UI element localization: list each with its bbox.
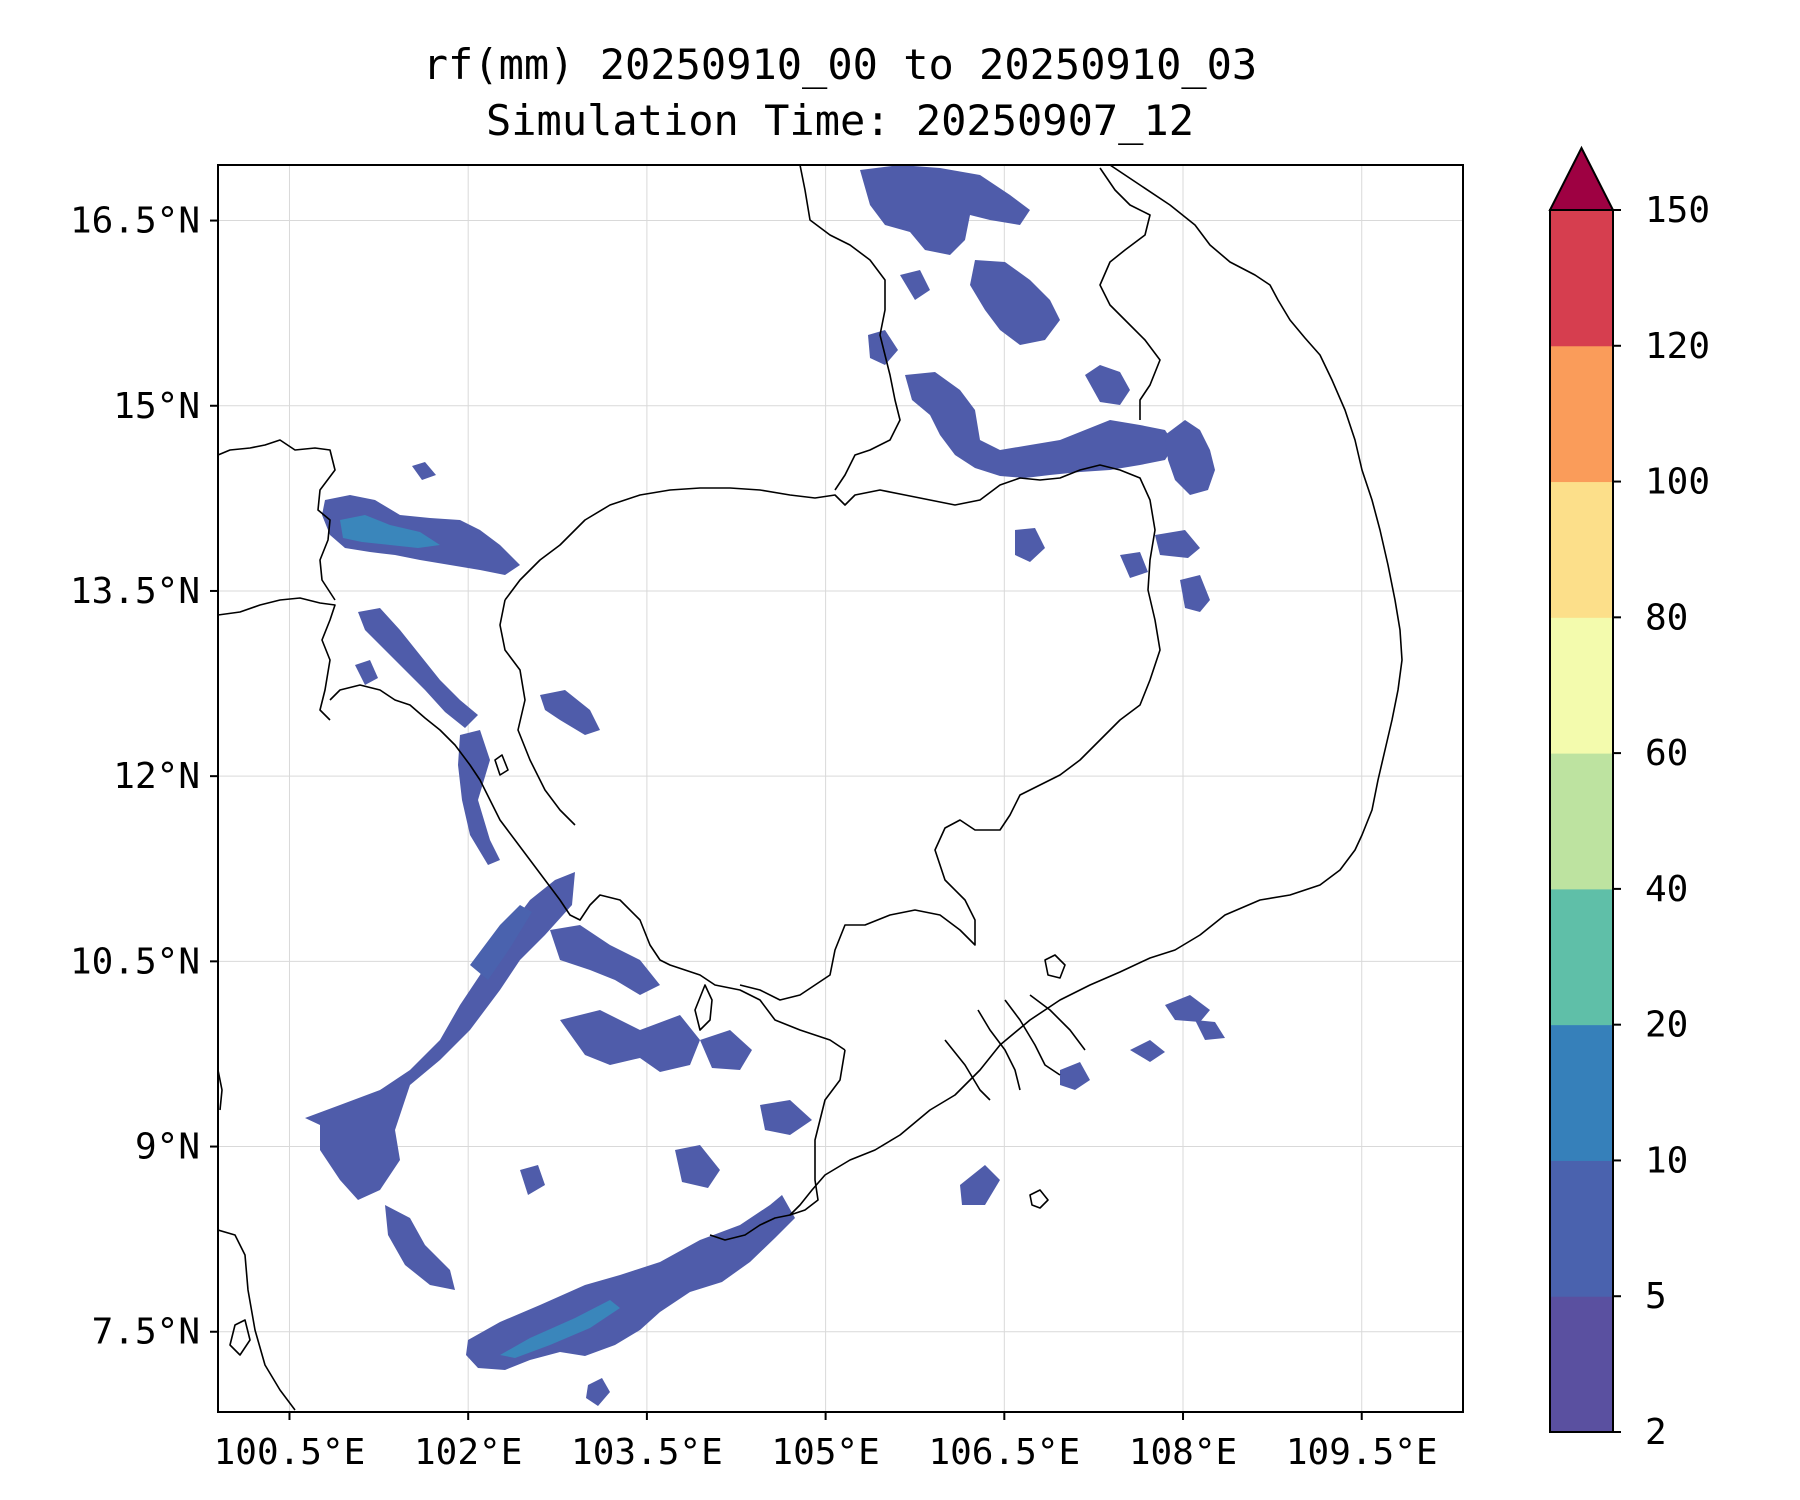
- rain-area-highlands-5: [1085, 365, 1130, 405]
- rain-area-coast-patch-9: [1130, 1040, 1165, 1062]
- coastlines-borders: [218, 165, 1403, 1411]
- colorbar-tick-label: 150: [1645, 190, 1710, 231]
- rain-area-west-lower: [385, 1205, 455, 1290]
- rain-area-coast-patch-5: [675, 1145, 720, 1188]
- rain-area-gulf-small: [586, 1378, 610, 1406]
- coastline-mekong-delta-3: [1029, 994, 1086, 1051]
- colorbar-segment: [1550, 345, 1613, 483]
- colorbar-frame: [1549, 209, 1614, 1433]
- border-thailand-cambodia: [499, 599, 576, 826]
- colorbar: 2 5 10 20 40 60 80 100 120 150: [1548, 145, 1710, 1453]
- coastline-mekong-delta-2: [1004, 999, 1061, 1076]
- y-tick-label: 15°N: [113, 386, 200, 427]
- colorbar-segment: [1550, 1296, 1613, 1433]
- rain-area-thai-coast-dot: [355, 660, 378, 685]
- colorbar-segment: [1550, 1024, 1613, 1161]
- colorbar-tick-label: 5: [1645, 1276, 1667, 1317]
- colorbar-tick-label: 80: [1645, 597, 1688, 638]
- rain-area-highlands-11: [900, 270, 930, 300]
- colorbar-segment: [1550, 617, 1613, 754]
- coastline-malay-inlet: [229, 1319, 251, 1356]
- y-tick-label: 10.5°N: [70, 941, 200, 982]
- rain-area-coast-patch-7: [960, 1165, 1000, 1205]
- colorbar-segment: [1550, 888, 1613, 1026]
- map-frame: [217, 164, 1464, 1413]
- coastline-east: [709, 165, 1403, 1241]
- rain-area-highlands-4: [1165, 420, 1215, 495]
- colorbar-extend-arrow: [1548, 145, 1615, 211]
- x-tick-label: 105°E: [771, 1432, 879, 1473]
- map-background: [218, 165, 1463, 1412]
- rain-area-northwest-small: [412, 462, 436, 480]
- colorbar-tick-label: 100: [1645, 462, 1710, 503]
- colorbar-segment: [1550, 210, 1613, 347]
- coastline-islands-3: [494, 754, 509, 776]
- rain-area-thai-coast: [358, 608, 478, 728]
- colorbar-segment: [1550, 1160, 1613, 1297]
- rain-area-highlands-1: [860, 165, 1030, 255]
- x-tick-label: 108°E: [1129, 1432, 1237, 1473]
- colorbar-tick-label: 120: [1645, 326, 1710, 367]
- x-tick-label: 103.5°E: [571, 1432, 723, 1473]
- x-tick-label: 100.5°E: [214, 1432, 366, 1473]
- x-tick-label: 102°E: [414, 1432, 522, 1473]
- y-tick-label: 7.5°N: [92, 1312, 200, 1353]
- rain-area-highlands-9: [1120, 552, 1148, 578]
- coastline-mekong-delta-4: [944, 1039, 991, 1101]
- border-laos-vietnam-east: [1099, 167, 1161, 420]
- colorbar-tick-label: 20: [1645, 1005, 1688, 1046]
- y-tick-label: 12°N: [113, 756, 200, 797]
- rain-area-highlands-2: [970, 260, 1060, 345]
- rain-area-highlands-7: [1155, 530, 1200, 558]
- colorbar-tick-label: 60: [1645, 733, 1688, 774]
- rain-area-west-band: [305, 872, 575, 1200]
- rain-area-thai-coast-small: [540, 690, 600, 735]
- coastline-malay: [218, 1229, 296, 1411]
- rain-area-gulf-band: [466, 1195, 795, 1370]
- rain-area-highlands-8: [1180, 575, 1210, 612]
- rain-area-coast-patch-3: [760, 1100, 812, 1135]
- rain-area-coast-patch-2: [550, 925, 660, 995]
- rain-area-coast-patch-8: [1060, 1062, 1090, 1090]
- coastline-phu-quoc: [694, 984, 713, 1031]
- rain-area-coast-patch-6: [520, 1165, 545, 1195]
- coastline-cambodia: [789, 1049, 846, 1216]
- border-cambodia-laos-thailand: [504, 464, 1161, 1001]
- title-line-1: rf(mm) 20250910_00 to 20250910_03: [423, 40, 1257, 89]
- x-tick-label: 109.5°E: [1286, 1432, 1438, 1473]
- border-laos-cambodia-west: [218, 439, 336, 601]
- coastline-mekong-delta-1: [977, 1009, 1021, 1091]
- rain-area-highlands-6: [1015, 528, 1045, 562]
- rainfall-fields: [305, 165, 1225, 1406]
- rain-area-west-core: [470, 905, 532, 980]
- rain-area-coast-patch-4: [700, 1030, 752, 1070]
- colorbar-tick-label: 2: [1645, 1412, 1667, 1453]
- rain-area-coast-patch-11: [1195, 1020, 1225, 1040]
- coastline-islands-2: [1029, 1189, 1049, 1209]
- y-tick-label: 16.5°N: [70, 201, 200, 242]
- rain-area-gulf-band-core: [500, 1300, 620, 1358]
- y-tick-label: 9°N: [135, 1127, 200, 1168]
- rain-area-northwest-core: [340, 515, 440, 548]
- map-gridlines: [218, 165, 1463, 1412]
- rain-area-highlands-3: [905, 372, 1175, 478]
- rain-area-coast-patch-1: [560, 1010, 700, 1072]
- coastline-thailand-west: [218, 597, 336, 721]
- colorbar-segment: [1550, 753, 1613, 890]
- title-line-2: Simulation Time: 20250907_12: [486, 96, 1194, 145]
- coastline-gulf-north: [329, 684, 846, 1051]
- x-tick-label: 106.5°E: [928, 1432, 1080, 1473]
- rain-area-coast-patch-10: [1165, 995, 1210, 1022]
- border-laos-vietnam: [799, 165, 901, 491]
- colorbar-tick-label: 10: [1645, 1140, 1688, 1181]
- coastline-islands: [1044, 954, 1066, 979]
- coastline-west-small: [218, 1069, 223, 1111]
- map-axis-ticks: 100.5°E 102°E 103.5°E 105°E 106.5°E 108°E 109.…: [70, 201, 1438, 1473]
- colorbar-segment: [1550, 481, 1613, 618]
- y-tick-label: 13.5°N: [70, 571, 200, 612]
- colorbar-tick-label: 40: [1645, 869, 1688, 910]
